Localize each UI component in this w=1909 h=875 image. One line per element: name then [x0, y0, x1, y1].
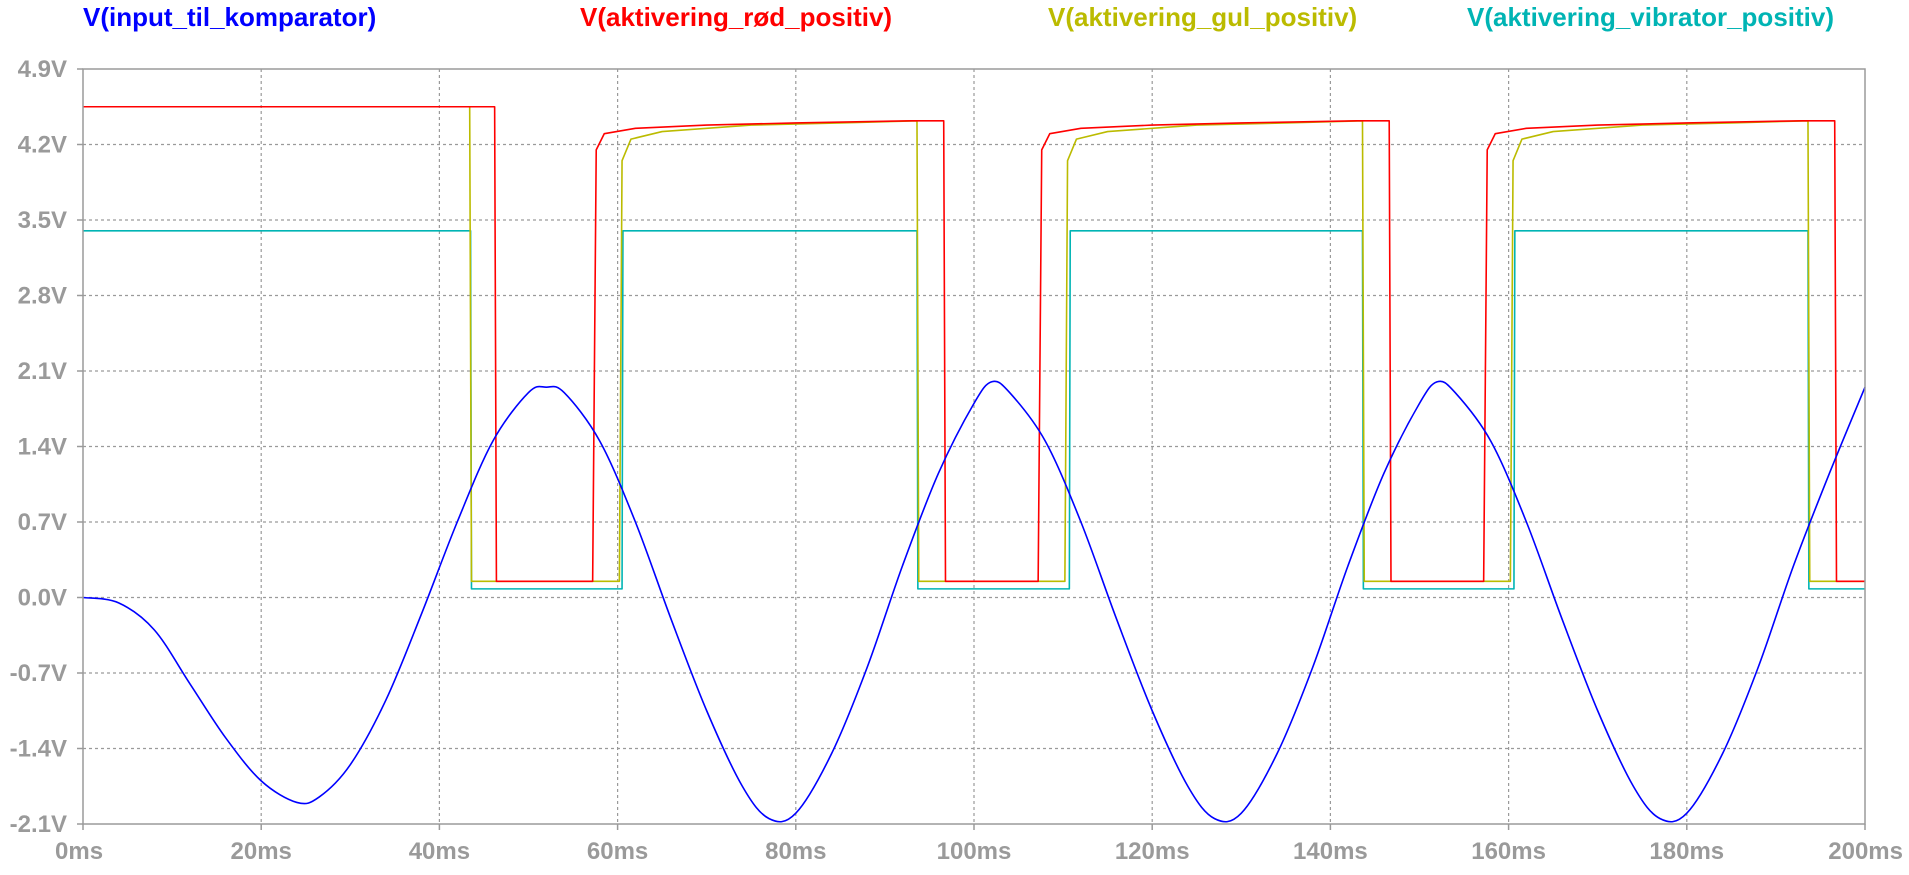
y-tick-label: 2.8V — [18, 283, 67, 310]
x-tick-label: 120ms — [1115, 838, 1190, 865]
legend-aktivering-gul-positiv[interactable]: V(aktivering_gul_positiv) — [1048, 2, 1358, 32]
legend-input-til-komparator[interactable]: V(input_til_komparator) — [83, 2, 377, 32]
grid — [83, 69, 1865, 824]
x-tick-label: 180ms — [1649, 838, 1724, 865]
y-tick-label: 2.1V — [18, 358, 67, 385]
y-tick-label: -0.7V — [10, 660, 67, 687]
series-line-v-input-til-komparator[interactable] — [82, 380, 1866, 823]
y-tick-label: 1.4V — [18, 434, 67, 461]
axes: 4.9V 4.2V 3.5V 2.8V 2.1V 1.4V 0.7V 0.0V -0.7V -1.… — [10, 56, 1903, 865]
series-line-v-aktivering-r-d-positiv[interactable] — [83, 105, 1865, 583]
y-tick-label: 4.2V — [18, 132, 67, 159]
y-tick-label: -2.1V — [10, 811, 67, 838]
legend: V(input_til_komparator) V(aktivering_rød… — [0, 0, 1909, 40]
x-tick-label: 100ms — [937, 838, 1012, 865]
y-tick-label: -1.4V — [10, 736, 67, 763]
x-tick-label: 140ms — [1293, 838, 1368, 865]
x-tick-label: 160ms — [1471, 838, 1546, 865]
x-tick-label: 0ms — [55, 838, 103, 865]
y-tick-label: 4.9V — [18, 56, 67, 83]
y-tick-label: 0.0V — [18, 585, 67, 612]
series-line-v-aktivering-gul-positiv[interactable] — [83, 105, 1865, 583]
x-tick-label: 200ms — [1828, 838, 1903, 865]
x-tick-label: 80ms — [765, 838, 826, 865]
legend-aktivering-rod-positiv[interactable]: V(aktivering_rød_positiv) — [580, 2, 893, 32]
y-tick-label: 3.5V — [18, 207, 67, 234]
y-tick-label: 0.7V — [18, 509, 67, 536]
legend-aktivering-vibrator-positiv[interactable]: V(aktivering_vibrator_positiv) — [1467, 2, 1834, 32]
series-group — [82, 105, 1866, 823]
series-line-v-aktivering-vibrator-positiv[interactable] — [83, 229, 1865, 590]
x-tick-label: 60ms — [587, 838, 648, 865]
x-tick-label: 20ms — [231, 838, 292, 865]
x-tick-label: 40ms — [409, 838, 470, 865]
